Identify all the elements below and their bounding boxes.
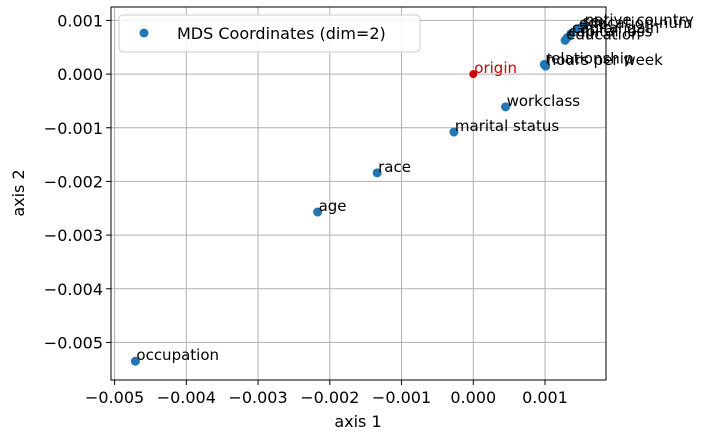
legend: MDS Coordinates (dim=2) [118,14,421,53]
y-tick-label: −0.004 [44,280,103,299]
point-label: sex [583,12,609,30]
point-label: age [319,197,347,215]
data-point [501,102,511,112]
x-tick-label: −0.002 [300,388,359,407]
x-tick-label: −0.005 [85,388,144,407]
point-label: native country [585,11,694,29]
point-label: capital loss [568,23,652,41]
y-tick-label: −0.003 [44,226,103,245]
x-tick-label: −0.001 [372,388,431,407]
data-point [313,207,323,217]
legend-marker [139,28,149,38]
origin-label: origin [474,59,517,77]
data-point [372,168,382,178]
x-tick-label: −0.003 [228,388,287,407]
point-label: marital status [455,117,559,135]
legend-label: MDS Coordinates (dim=2) [177,24,386,43]
data-point [449,127,459,137]
y-axis-title: axis 2 [9,169,28,216]
data-point [130,356,140,366]
point-label: relationship [545,49,633,67]
data-points [130,21,589,366]
data-point [579,21,589,31]
y-axis-ticks: 0.001 0.000 −0.001 −0.002 −0.003 −0.004 −0.005 [44,11,111,352]
y-tick-label: −0.001 [44,119,103,138]
x-axis-ticks: −0.005 −0.004 −0.003 −0.002 −0.001 0.000 0.001 [85,380,568,407]
point-label: race [378,158,411,176]
y-tick-label: 0.001 [57,11,103,30]
point-label: capital gain [572,19,660,37]
data-point [541,61,551,71]
point-label: workclass [507,92,581,110]
point-label: hours per week [547,51,663,69]
point-labels: occupation age race marital status workclass… [136,11,693,364]
origin-point [469,70,478,79]
point-label: occupation [136,346,219,364]
legend-box [118,14,421,53]
y-tick-label: −0.005 [44,333,103,352]
point-label: education [566,25,640,43]
y-tick-label: 0.000 [57,65,103,84]
x-axis-title: axis 1 [334,412,381,431]
x-tick-label: −0.004 [157,388,216,407]
x-tick-label: 0.000 [450,388,496,407]
point-label: education-num [579,14,692,32]
data-point [566,29,576,39]
x-tick-label: 0.001 [522,388,568,407]
plot-frame [110,6,607,381]
y-tick-label: −0.002 [44,172,103,191]
